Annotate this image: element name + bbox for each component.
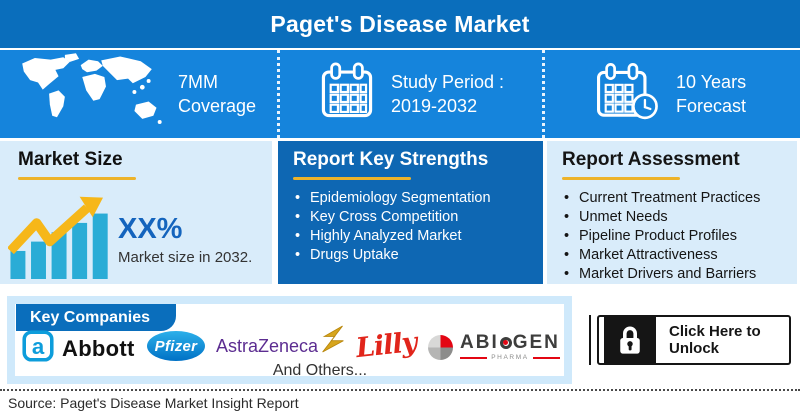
abbott-icon: a [22, 330, 54, 367]
highlight-row: 7MM Coverage Study Period : [0, 50, 800, 138]
and-others-label: And Others... [272, 362, 368, 379]
assessment-title: Report Assessment [562, 149, 740, 170]
abiogen-o-glyph [499, 336, 512, 349]
astrazeneca-icon [320, 325, 346, 359]
abbott-logo: a Abbott [22, 330, 135, 367]
astrazeneca-wordmark: AstraZeneca [216, 336, 319, 356]
lock-icon [604, 317, 656, 363]
key-strengths-title: Report Key Strengths [293, 149, 489, 170]
list-item: Epidemiology Segmentation [293, 189, 543, 208]
key-strengths-list: Epidemiology Segmentation Key Cross Comp… [293, 189, 543, 265]
study-period-highlight: Study Period : 2019-2032 [277, 50, 542, 138]
study-period-label: Study Period : 2019-2032 [391, 71, 505, 116]
abiogen-pharma-label: PHARMA [491, 354, 529, 361]
list-item: Market Attractiveness [562, 246, 797, 265]
key-strengths-panel: Report Key Strengths Epidemiology Segmen… [278, 141, 543, 284]
list-item: Drugs Uptake [293, 246, 543, 265]
page-title: Paget's Disease Market [270, 10, 530, 37]
coverage-label: 7MM Coverage [178, 71, 257, 116]
key-companies-tab: Key Companies [16, 304, 177, 331]
lilly-wordmark: Lilly [354, 326, 418, 365]
coverage-highlight: 7MM Coverage [0, 50, 277, 138]
world-map-icon [8, 52, 166, 137]
abiogen-logo: ABI GEN PHARMA [428, 333, 560, 361]
unlock-button[interactable]: Click Here to Unlock [597, 315, 791, 365]
list-item: Highly Analyzed Market [293, 227, 543, 246]
pfizer-wordmark: Pfizer [154, 337, 198, 355]
yellow-rule [562, 177, 680, 180]
astrazeneca-logo: AstraZeneca [216, 325, 346, 359]
unlock-label: Click Here to Unlock [669, 323, 761, 357]
market-size-caption: Market size in 2032. [118, 249, 253, 266]
svg-text:a: a [32, 334, 45, 359]
calendar-icon [318, 61, 376, 128]
header-bar: Paget's Disease Market [0, 0, 800, 48]
list-item: Unmet Needs [562, 208, 797, 227]
source-note: Source: Paget's Disease Market Insight R… [8, 395, 299, 411]
list-item: Pipeline Product Profiles [562, 227, 797, 246]
abiogen-wordmark: ABI GEN [460, 332, 560, 353]
market-size-title: Market Size [18, 149, 123, 170]
list-item: Key Cross Competition [293, 208, 543, 227]
lilly-logo: Lilly [354, 326, 418, 365]
assessment-list: Current Treatment Practices Unmet Needs … [562, 189, 797, 284]
pfizer-logo: Pfizer [147, 331, 205, 361]
yellow-rule [293, 177, 411, 180]
forecast-highlight: 10 Years Forecast [542, 50, 800, 138]
abbott-wordmark: Abbott [62, 335, 135, 361]
forecast-label: 10 Years Forecast [676, 71, 747, 116]
dotted-divider [0, 389, 800, 391]
abiogen-icon [428, 334, 453, 360]
list-item: Current Treatment Practices [562, 189, 797, 208]
growth-chart-icon [7, 193, 112, 284]
assessment-panel: Report Assessment Current Treatment Prac… [547, 141, 797, 284]
list-item: Market Drivers and Barriers [562, 265, 797, 284]
market-size-value: XX% [118, 213, 183, 245]
yellow-rule [18, 177, 136, 180]
calendar-clock-icon [595, 61, 661, 128]
unlock-accent-line [589, 315, 591, 365]
market-size-panel: Market Size XX% Market size in 2032. [0, 141, 272, 284]
